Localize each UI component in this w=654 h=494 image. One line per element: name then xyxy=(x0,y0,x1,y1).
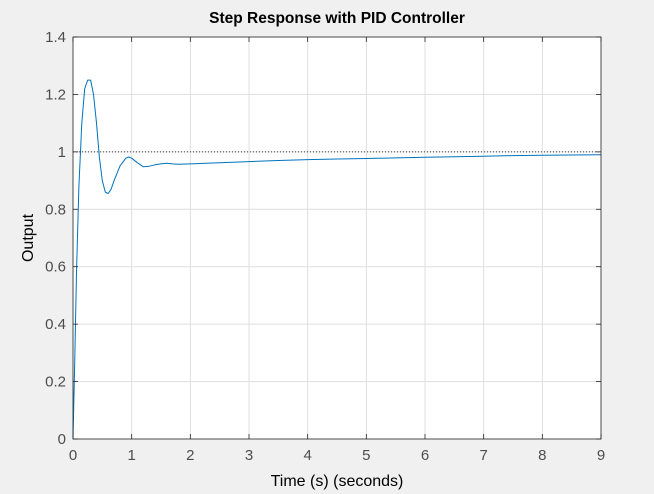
x-tick-label: 3 xyxy=(245,447,253,464)
x-tick-label: 1 xyxy=(127,447,135,464)
x-tick-label: 0 xyxy=(69,447,77,464)
chart-title: Step Response with PID Controller xyxy=(209,10,465,27)
y-tick-label: 1.4 xyxy=(45,29,66,46)
x-tick-label: 5 xyxy=(362,447,370,464)
plot-area xyxy=(73,37,601,439)
x-tick-label: 7 xyxy=(479,447,487,464)
x-tick-label: 2 xyxy=(186,447,194,464)
y-axis-label: Output xyxy=(20,213,37,262)
series-line xyxy=(72,79,602,440)
x-axis-label: Time (s) (seconds) xyxy=(271,473,404,490)
x-tick-label: 8 xyxy=(538,447,546,464)
x-tick-label: 6 xyxy=(421,447,429,464)
y-tick-label: 1.2 xyxy=(45,86,66,103)
y-tick-label: 0.6 xyxy=(45,259,66,276)
y-tick-label: 0 xyxy=(58,431,66,448)
y-tick-label: 1 xyxy=(58,144,66,161)
y-tick-label: 0.4 xyxy=(45,316,66,333)
axes-box xyxy=(72,36,602,440)
x-tick-label: 9 xyxy=(597,447,605,464)
series-layer xyxy=(72,79,602,440)
y-tick-label: 0.8 xyxy=(45,201,66,218)
y-tick-labels: 0 0.2 0.4 0.6 0.8 1 1.2 1.4 xyxy=(45,29,66,448)
x-tick-labels: 0 1 2 3 4 5 6 7 8 9 xyxy=(69,447,605,464)
ticks xyxy=(72,36,602,440)
x-tick-label: 4 xyxy=(303,447,311,464)
y-tick-label: 0.2 xyxy=(45,374,66,391)
